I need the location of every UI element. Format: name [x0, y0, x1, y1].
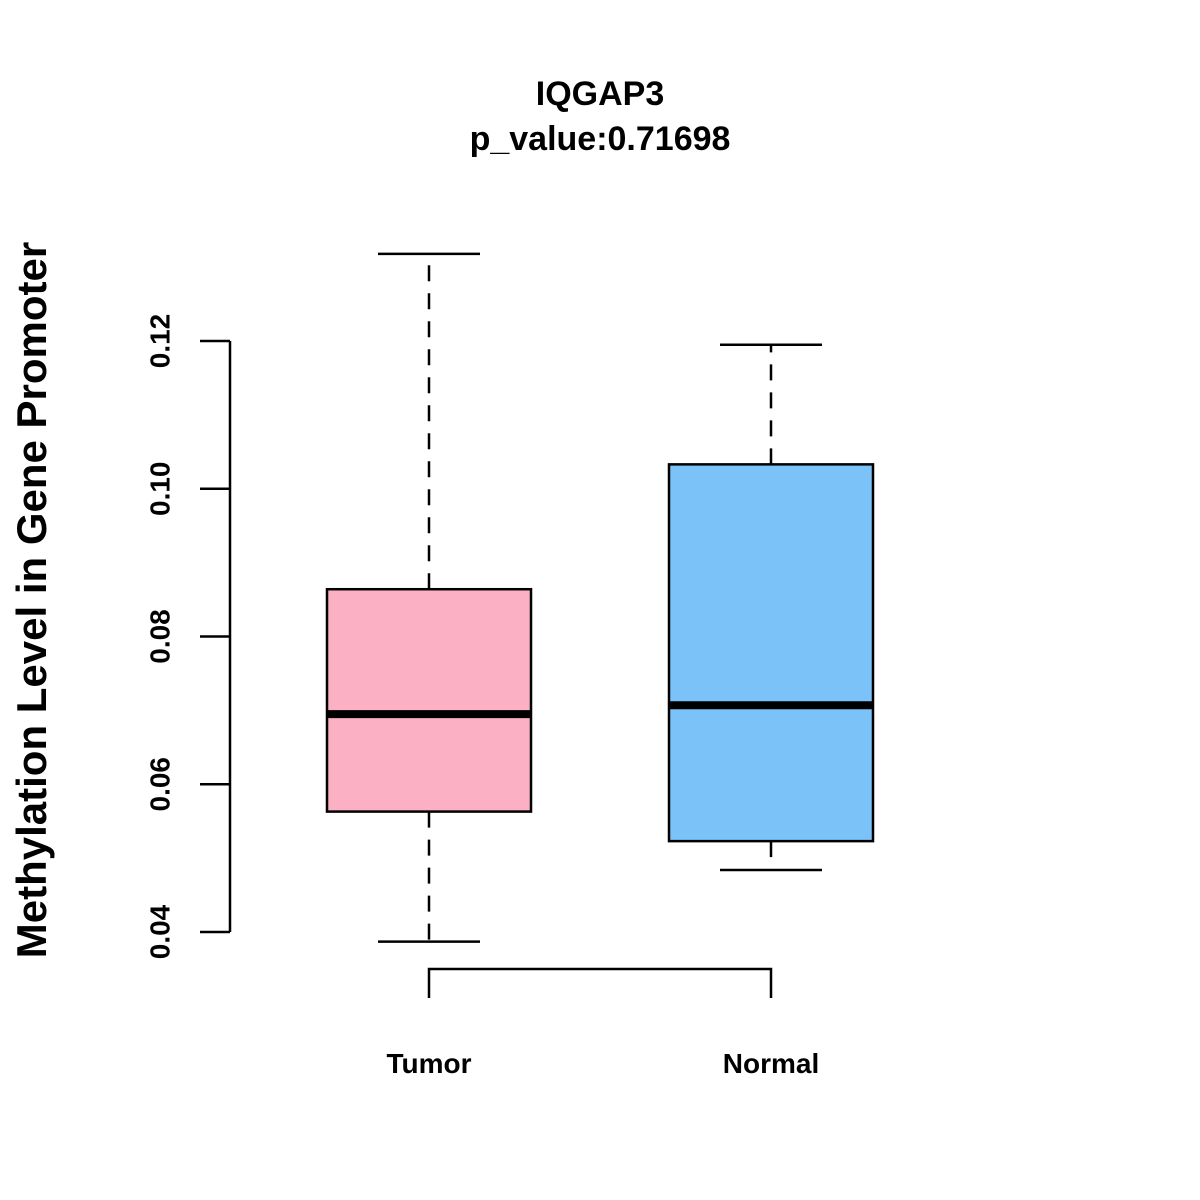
y-tick-label: 0.04 — [145, 904, 176, 959]
iqr-box — [325, 587, 533, 813]
iqr-box — [667, 463, 875, 843]
x-tick-label-normal: Normal — [723, 1048, 819, 1079]
y-tick-label: 0.12 — [145, 314, 176, 369]
chart-title: IQGAP3 — [536, 75, 664, 113]
y-tick-label: 0.06 — [145, 757, 176, 812]
x-tick-label-tumor: Tumor — [386, 1048, 471, 1079]
y-tick-label: 0.10 — [145, 462, 176, 517]
box-normal — [667, 343, 875, 872]
box-tumor — [325, 252, 533, 943]
x-axis-labels: Tumor Normal — [386, 1048, 819, 1079]
y-axis-label: Methylation Level in Gene Promoter — [8, 242, 55, 958]
y-tick-label: 0.08 — [145, 609, 176, 664]
bracket-line — [427, 967, 773, 998]
y-axis: 0.04 0.06 0.08 0.10 0.12 — [145, 314, 232, 959]
box-group — [325, 252, 875, 943]
comparison-bracket — [427, 967, 773, 998]
chart-subtitle: p_value:0.71698 — [470, 120, 731, 158]
